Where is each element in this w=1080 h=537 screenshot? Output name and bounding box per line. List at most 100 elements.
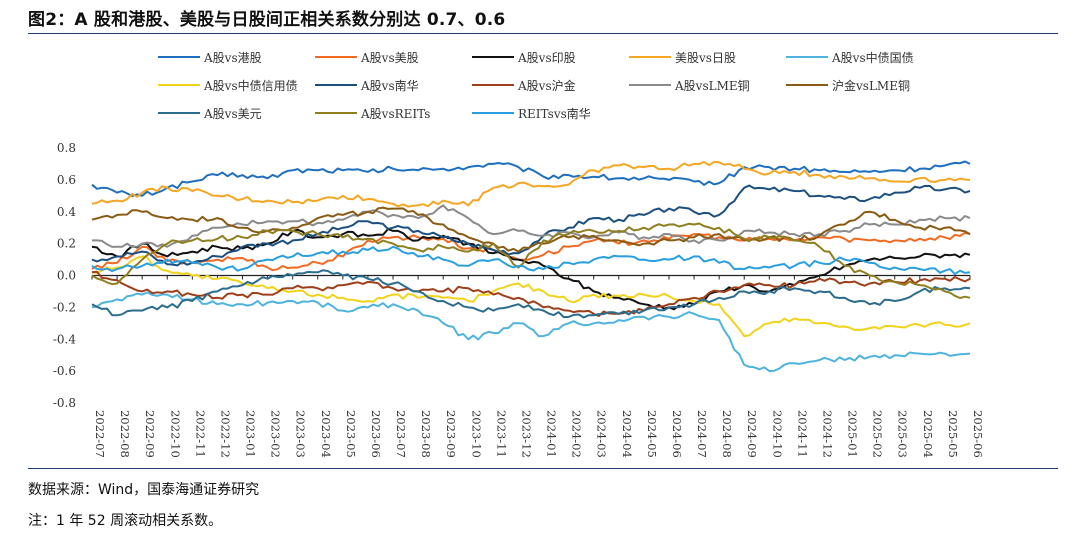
x-tick-label: 2024-10 — [770, 410, 784, 458]
legend-label: A股vsREITs — [361, 106, 431, 121]
x-tick-label: 2022-10 — [168, 410, 182, 458]
x-tick-label: 2024-12 — [820, 410, 834, 458]
x-tick-label: 2024-06 — [670, 410, 684, 458]
x-tick-label: 2024-01 — [545, 410, 559, 458]
legend-item: REITsvs南华 — [472, 105, 591, 121]
legend-item: 美股vs日股 — [629, 49, 736, 65]
legend-swatch — [158, 112, 200, 114]
legend-swatch — [158, 56, 200, 58]
legend-label: A股vs港股 — [204, 50, 262, 65]
x-tick-label: 2023-03 — [294, 410, 308, 458]
x-tick-label: 2023-02 — [269, 410, 283, 458]
x-tick-label: 2022-12 — [218, 410, 232, 458]
legend-item: A股vsLME铜 — [629, 77, 750, 93]
x-tick-label: 2022-09 — [143, 410, 157, 458]
series-line — [91, 255, 971, 338]
legend-item: A股vs港股 — [158, 49, 262, 65]
x-tick-label: 2023-06 — [369, 410, 383, 458]
bottom-divider — [28, 468, 1058, 469]
x-tick-label: 2025-06 — [971, 410, 985, 458]
series-line — [91, 160, 971, 197]
x-tick-label: 2024-02 — [570, 410, 584, 458]
legend-item: A股vs美股 — [315, 49, 419, 65]
legend-label: A股vs印股 — [518, 50, 576, 65]
x-tick-label: 2022-11 — [193, 410, 207, 458]
legend-label: A股vs沪金 — [518, 78, 576, 93]
legend-swatch — [315, 56, 357, 58]
legend-swatch — [786, 56, 828, 58]
y-tick-label: 0.0 — [57, 269, 76, 283]
legend-label: A股vs中债信用债 — [204, 78, 298, 93]
series-line — [92, 204, 971, 248]
y-tick-label: 0.2 — [57, 237, 76, 251]
legend-swatch — [472, 84, 514, 86]
series-line — [91, 245, 971, 276]
y-tick-label: 0.6 — [57, 173, 76, 187]
legend-label: REITsvs南华 — [518, 106, 591, 121]
legend-swatch — [629, 56, 671, 58]
x-tick-label: 2024-09 — [745, 410, 759, 458]
x-tick-label: 2025-03 — [896, 410, 910, 458]
legend-swatch — [629, 84, 671, 86]
x-tick-label: 2024-11 — [795, 410, 809, 458]
legend-label: A股vs美元 — [204, 106, 262, 121]
y-tick-label: 0.4 — [57, 205, 76, 219]
x-tick-label: 2023-11 — [494, 410, 508, 458]
x-tick-label: 2024-03 — [595, 410, 609, 458]
x-tick-label: 2025-04 — [921, 410, 935, 458]
x-tick-label: 2024-08 — [720, 410, 734, 458]
series-line — [91, 206, 971, 253]
series-line — [91, 269, 971, 319]
x-tick-label: 2023-07 — [394, 410, 408, 458]
x-tick-label: 2023-09 — [444, 410, 458, 458]
series-line — [91, 270, 971, 317]
series-line — [91, 160, 971, 208]
y-tick-label: 0.8 — [57, 141, 76, 155]
x-tick-label: 2024-05 — [645, 410, 659, 458]
top-divider — [28, 33, 1058, 34]
legend-item: A股vsREITs — [315, 105, 430, 121]
legend-swatch — [786, 84, 828, 86]
legend-item: 沪金vsLME铜 — [786, 77, 910, 93]
legend-label: A股vs美股 — [361, 50, 419, 65]
legend-label: A股vsLME铜 — [675, 78, 750, 93]
footnote: 注：1 年 52 周滚动相关系数。 — [28, 513, 223, 529]
y-tick-label: -0.2 — [53, 300, 76, 314]
legend-swatch — [315, 112, 357, 114]
legend-item: A股vs南华 — [315, 77, 419, 93]
x-tick-label: 2025-01 — [846, 410, 860, 458]
legend-item: A股vs印股 — [472, 49, 576, 65]
x-tick-label: 2022-07 — [93, 410, 107, 458]
y-tick-label: -0.8 — [53, 396, 76, 410]
legend-swatch — [472, 56, 514, 58]
x-tick-label: 2023-12 — [519, 410, 533, 458]
x-tick-label: 2024-04 — [620, 410, 634, 458]
x-tick-label: 2023-08 — [419, 410, 433, 458]
x-tick-label: 2025-02 — [871, 410, 885, 458]
legend-label: 美股vs日股 — [675, 50, 736, 65]
legend-swatch — [315, 84, 357, 86]
legend-label: A股vs中债国债 — [832, 50, 914, 65]
legend-label: 沪金vsLME铜 — [832, 78, 910, 93]
y-tick-label: -0.6 — [53, 364, 76, 378]
x-tick-label: 2023-01 — [244, 410, 258, 458]
legend-item: A股vs中债国债 — [786, 49, 914, 65]
legend-label: A股vs南华 — [361, 78, 419, 93]
y-tick-label: -0.4 — [53, 332, 77, 346]
x-tick-label: 2023-05 — [344, 410, 358, 458]
series-line — [91, 291, 971, 373]
x-tick-label: 2022-08 — [118, 410, 132, 458]
series-line — [91, 231, 971, 272]
source-note: 数据来源：Wind，国泰海通证券研究 — [28, 482, 260, 498]
x-tick-label: 2025-05 — [946, 410, 960, 458]
page-title: 图2：A 股和港股、美股与日股间正相关系数分别达 0.7、0.6 — [28, 10, 506, 30]
x-tick-label: 2024-07 — [695, 410, 709, 458]
series-line — [91, 222, 971, 299]
x-tick-label: 2023-04 — [319, 410, 333, 458]
legend-item: A股vs美元 — [158, 105, 262, 121]
series-line — [91, 228, 971, 311]
legend-swatch — [472, 112, 514, 114]
legend-swatch — [158, 84, 200, 86]
legend-item: A股vs中债信用债 — [158, 77, 298, 93]
